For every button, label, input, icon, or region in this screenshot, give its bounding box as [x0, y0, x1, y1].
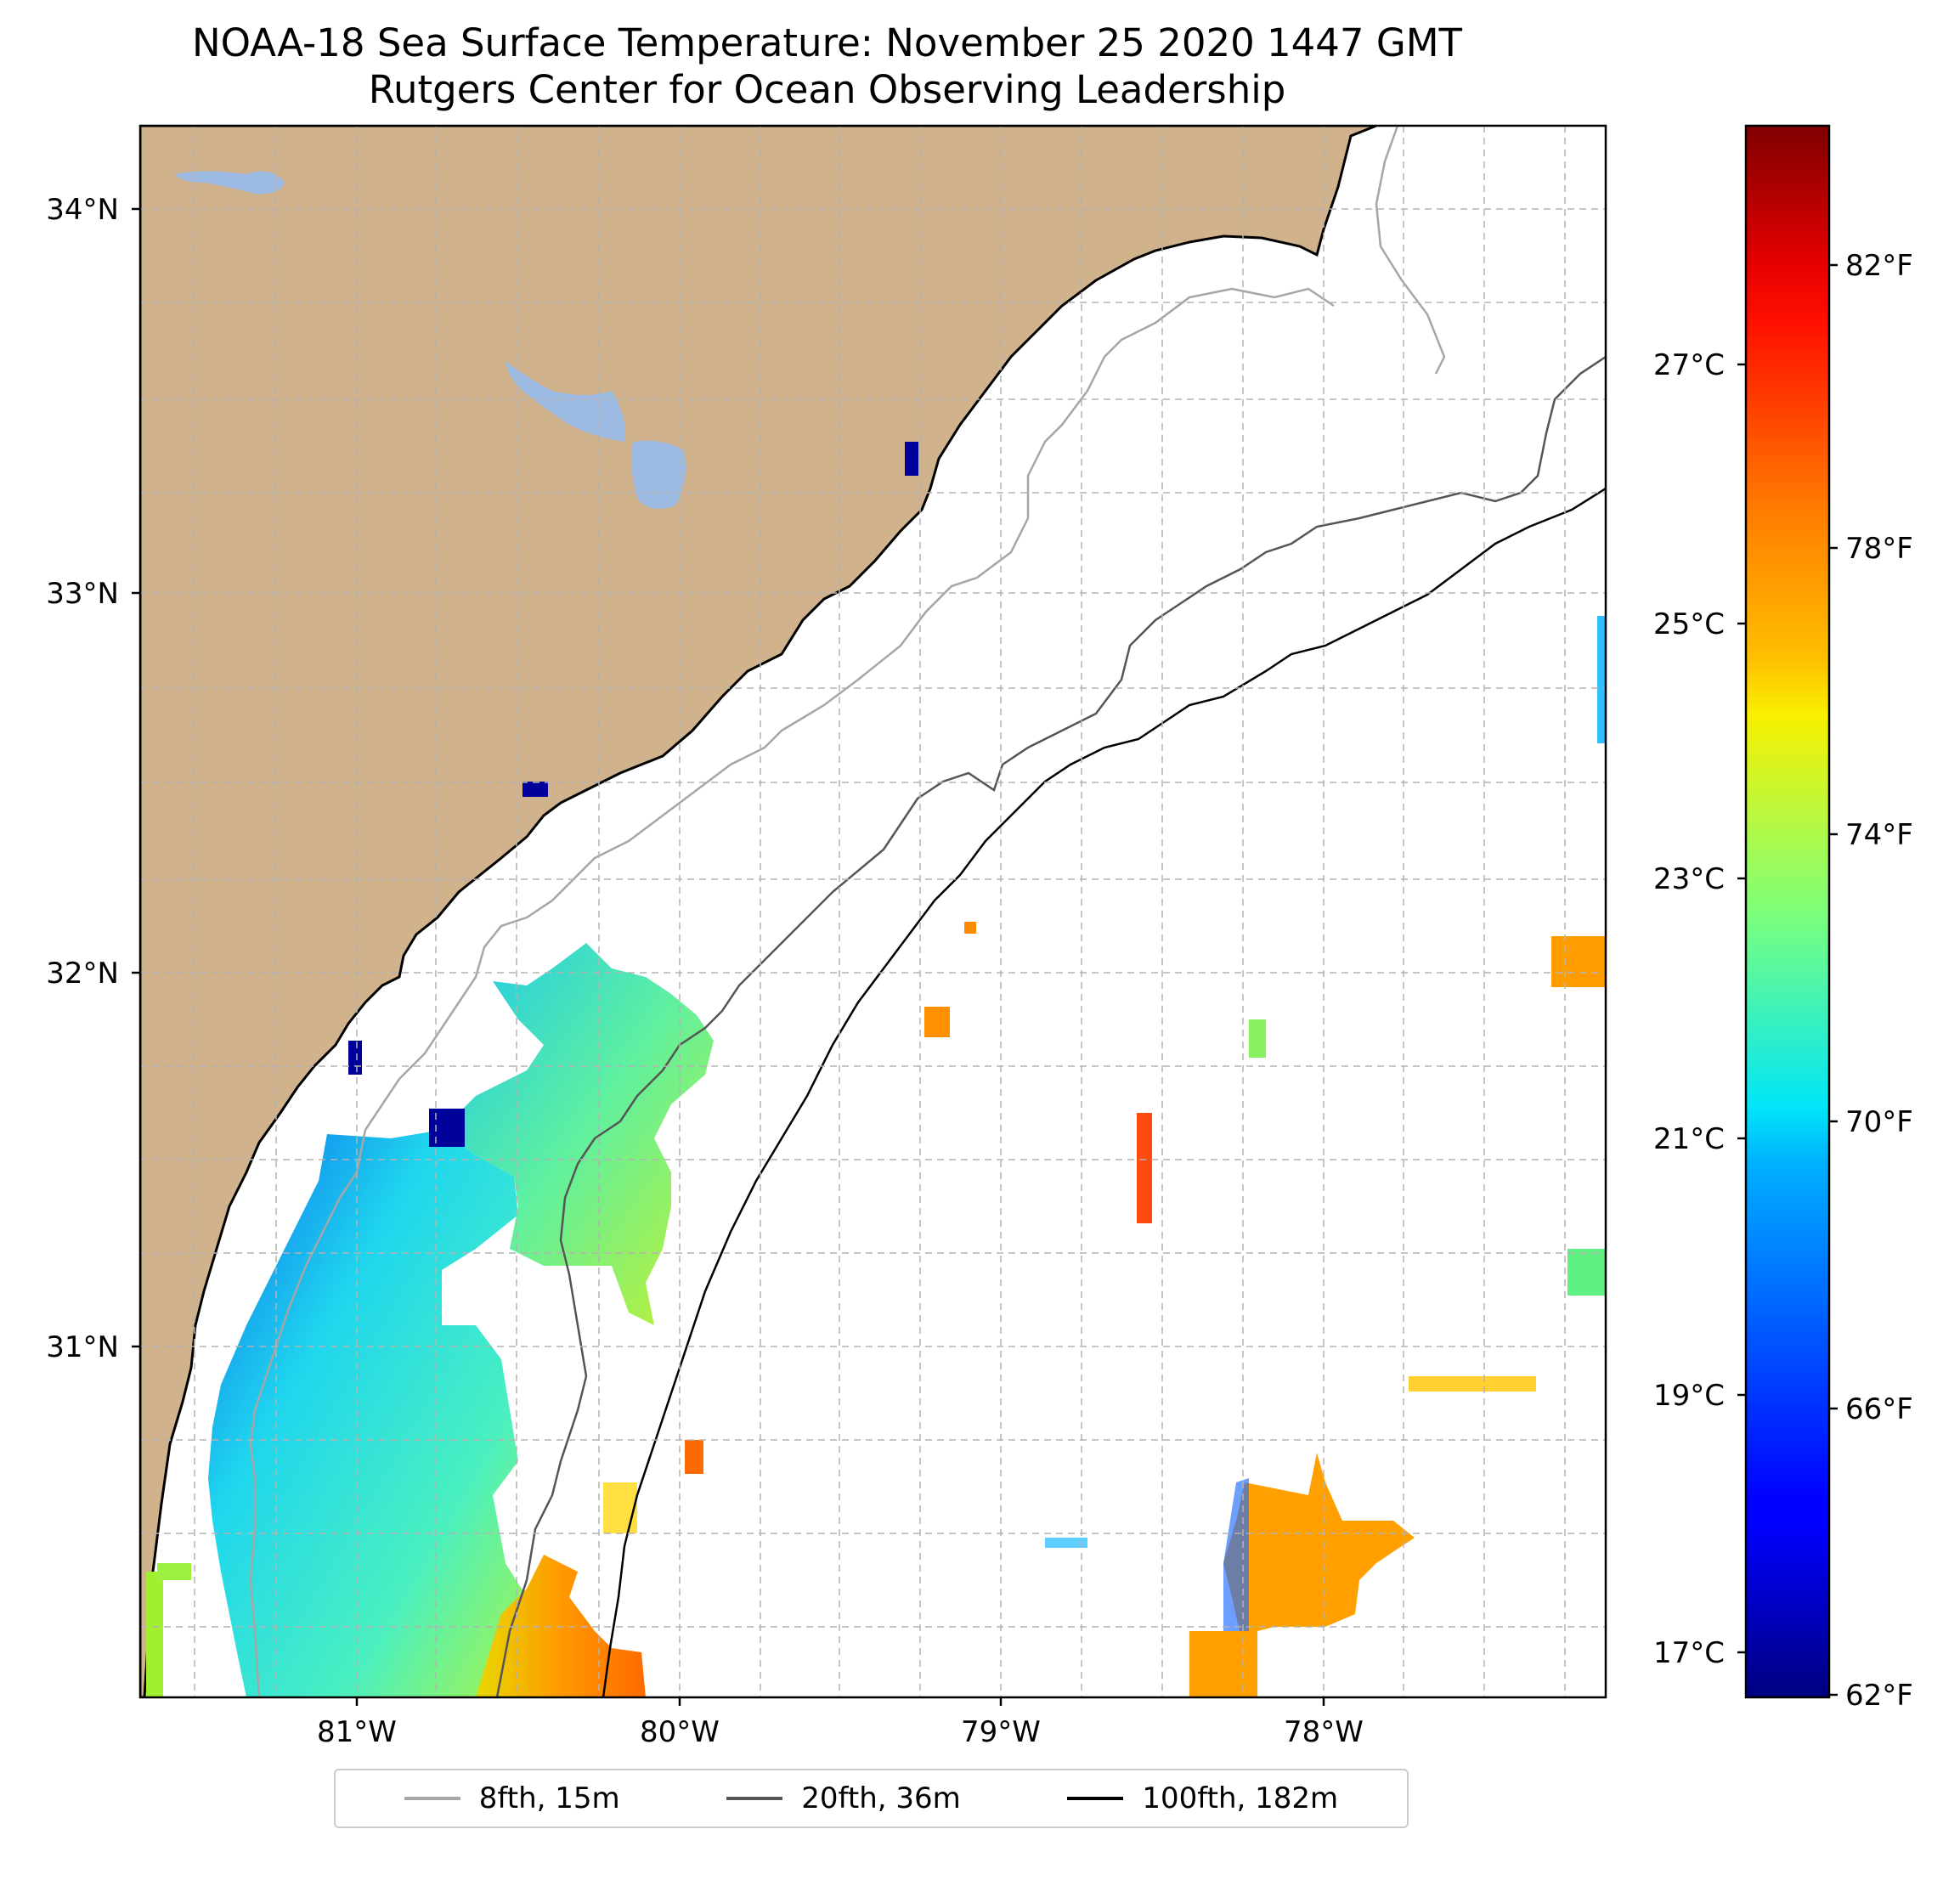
- colorbar-fahrenheit-label: 62°F: [1845, 1679, 1913, 1713]
- lon-tick-label: 78°W: [1284, 1715, 1364, 1749]
- lon-tick-marks: [355, 1697, 1325, 1706]
- sst-patch-north: [442, 943, 714, 1325]
- sst-speck: [1597, 616, 1606, 743]
- legend-label: 20fth, 36m: [801, 1781, 961, 1815]
- sst-speck: [964, 922, 976, 934]
- lat-tick-marks: [132, 207, 140, 1348]
- sst-speck: [522, 782, 548, 797]
- contour-legend: 8fth, 15m 20fth, 36m 100fth, 182m: [334, 1769, 1409, 1828]
- sst-speck: [905, 442, 918, 476]
- chart-subtitle: Rutgers Center for Ocean Observing Leade…: [368, 67, 1286, 112]
- lake-moultrie: [631, 440, 686, 509]
- colorbar-fahrenheit-label: 74°F: [1845, 818, 1913, 852]
- legend-item-8fth: 8fth, 15m: [404, 1781, 620, 1815]
- lat-tick-label: 33°N: [46, 577, 119, 611]
- contour-8fth: [249, 126, 1446, 1697]
- sst-patch-warm: [476, 1555, 646, 1697]
- lake-north: [174, 171, 285, 195]
- legend-label: 100fth, 182m: [1142, 1781, 1339, 1815]
- lat-tick-label: 32°N: [46, 957, 119, 991]
- sst-speck: [1567, 1249, 1606, 1296]
- colorbar-fahrenheit-label: 78°F: [1845, 532, 1913, 566]
- land-area: [140, 126, 1377, 1697]
- sst-speck: [146, 1572, 163, 1697]
- sst-patch-main: [208, 1130, 539, 1697]
- colorbar-fahrenheit-label: 70°F: [1845, 1105, 1913, 1139]
- lon-tick-label: 79°W: [961, 1715, 1041, 1749]
- colorbar-celsius-label: 17°C: [1653, 1636, 1725, 1670]
- legend-label: 8fth, 15m: [478, 1781, 620, 1815]
- lon-tick-label: 81°W: [317, 1715, 397, 1749]
- sst-speck: [157, 1563, 191, 1580]
- lake-marion: [506, 361, 625, 442]
- legend-item-20fth: 20fth, 36m: [726, 1781, 961, 1815]
- colorbar: [1744, 124, 1831, 1699]
- colorbar-celsius-label: 23°C: [1653, 862, 1725, 896]
- legend-swatch: [726, 1797, 783, 1800]
- colorbar-celsius-label: 25°C: [1653, 607, 1725, 641]
- sst-speck: [1137, 1113, 1152, 1223]
- sst-speck: [348, 1041, 362, 1075]
- sst-speck: [1551, 936, 1606, 987]
- lat-tick-label: 34°N: [46, 193, 119, 227]
- sst-speck: [1249, 1019, 1266, 1058]
- sst-speck: [1409, 1376, 1536, 1392]
- contour-20fth: [495, 355, 1606, 1697]
- sst-patch-east-south: [1189, 1631, 1257, 1697]
- colorbar-celsius-ticks: [1737, 363, 1746, 1654]
- colorbar-celsius-label: 21°C: [1653, 1122, 1725, 1156]
- lon-tick-label: 80°W: [640, 1715, 720, 1749]
- colorbar-fahrenheit-ticks: [1829, 263, 1838, 1697]
- legend-swatch: [1067, 1797, 1124, 1800]
- sst-patch-east: [1223, 1453, 1415, 1635]
- colorbar-fahrenheit-label: 66°F: [1845, 1392, 1913, 1426]
- sst-speck: [685, 1440, 703, 1474]
- lat-tick-label: 31°N: [46, 1330, 119, 1364]
- map-frame: [138, 124, 1607, 1699]
- colorbar-celsius-label: 27°C: [1653, 348, 1725, 382]
- legend-item-100fth: 100fth, 182m: [1067, 1781, 1338, 1815]
- legend-swatch: [404, 1797, 460, 1800]
- grid-lines: [140, 126, 1606, 1697]
- sst-speck: [924, 1007, 950, 1037]
- contour-100fth: [602, 487, 1606, 1697]
- colorbar-fahrenheit-label: 82°F: [1845, 249, 1913, 283]
- sst-speck: [429, 1109, 465, 1147]
- chart-title: NOAA-18 Sea Surface Temperature: Novembe…: [191, 20, 1463, 65]
- colorbar-celsius-label: 19°C: [1653, 1379, 1725, 1413]
- sst-speck: [603, 1482, 637, 1533]
- sst-speck: [1045, 1538, 1087, 1548]
